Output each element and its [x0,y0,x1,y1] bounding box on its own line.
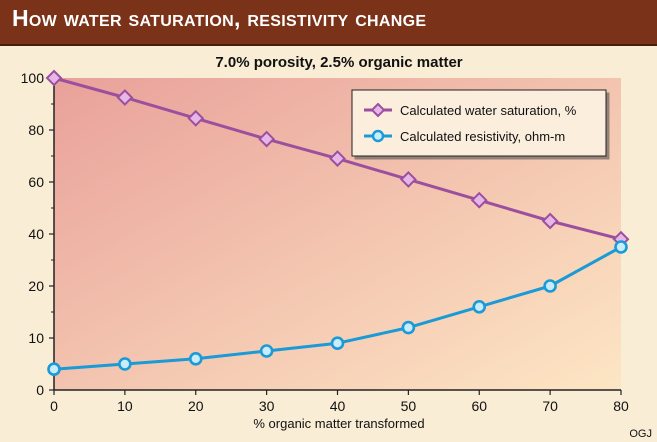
header-bar: How water saturation, resistivity change [0,0,657,46]
line-chart: 7.0% porosity, 2.5% organic matter 0 10 20… [21,54,652,440]
y-tick-label: 0 [36,382,44,398]
data-point-diamond [399,170,417,188]
y-tick-label: 80 [28,122,44,138]
data-point-diamond [470,191,488,209]
y-tick-label: 100 [21,70,45,86]
x-axis-label: % organic matter transformed [253,416,424,431]
data-point-diamond [45,69,63,87]
data-point-diamond [541,212,559,230]
data-point-diamond [116,89,134,106]
data-point-circle [614,240,628,254]
x-tick-label: 0 [50,398,58,414]
x-tick-label: 10 [117,398,133,414]
data-point-diamond [258,130,276,148]
credit-text: OGJ [629,428,652,440]
x-tick-label: 30 [259,398,275,414]
data-point-circle [472,299,487,314]
data-point-diamond [187,109,205,127]
legend-label: Calculated water saturation, % [400,103,577,118]
legend-circle-marker [371,129,385,143]
x-tick-label: 70 [542,398,558,414]
x-tick-label: 40 [330,398,346,414]
y-tick-label: 10 [28,330,44,346]
data-point-diamond [329,150,346,168]
data-point-circle [118,357,132,371]
data-point-circle [188,351,203,366]
y-tick-label: 40 [28,226,44,242]
figure-title: How water saturation, resistivity change [12,5,427,31]
data-point-circle [401,320,416,335]
x-tick-label: 20 [188,398,204,414]
x-tick-label: 80 [613,398,629,414]
y-tick-label: 20 [28,278,44,294]
data-point-circle [259,344,274,358]
y-tick-label: 60 [28,174,44,190]
x-tick-label: 50 [401,398,417,414]
legend-diamond-marker [370,102,386,118]
legend-box [351,89,607,157]
data-point-circle [543,279,557,293]
chart-title: 7.0% porosity, 2.5% organic matter [215,54,462,71]
data-point-circle [330,336,345,351]
legend-label: Calculated resistivity, ohm-m [400,129,565,144]
data-point-circle [47,362,61,377]
x-tick-label: 60 [471,398,487,414]
